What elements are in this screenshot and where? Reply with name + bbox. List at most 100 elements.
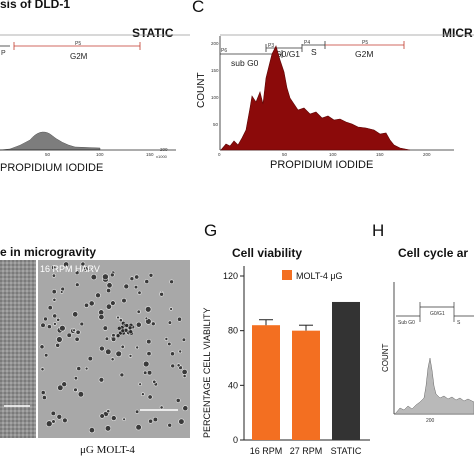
panel-g-y-tick-label: 40 xyxy=(228,380,238,390)
panel-c-x-tick-200: 200 xyxy=(423,152,431,157)
panel-h-gate-subg0-label: Sub G0 xyxy=(398,320,415,326)
panel-f-cell xyxy=(72,328,76,333)
panel-f-cell xyxy=(42,395,47,400)
panel-f-cell xyxy=(111,333,116,338)
panel-f-cell xyxy=(59,324,66,332)
panel-f-cell xyxy=(88,300,95,307)
panel-g-category-label: 16 RPM xyxy=(250,446,283,456)
panel-a-gate-p5-label: P5 xyxy=(75,41,81,47)
panel-f-cell xyxy=(43,316,48,322)
panel-f-cell-cluster xyxy=(124,323,129,328)
panel-g-bar-chart: PERCENTAGE CELL VIABILITY 0 40 80 120 16 RP… xyxy=(202,266,370,456)
panel-f-cell xyxy=(167,422,172,428)
panel-f-cell xyxy=(47,324,52,330)
panel-f-cell xyxy=(170,351,175,357)
panel-f-cell xyxy=(87,355,93,362)
panel-f-cell xyxy=(143,370,148,375)
panel-f-cell xyxy=(177,316,182,322)
panel-f-cell xyxy=(116,315,120,320)
panel-c-gate-g0g1-label: G0/G1 xyxy=(275,49,300,59)
panel-f-cell xyxy=(115,350,122,358)
panel-g-bars: 16 RPM 27 RPM STATIC xyxy=(250,301,362,456)
panel-f-cell xyxy=(45,420,53,427)
panel-g-legend-swatch xyxy=(282,270,292,280)
panel-f-cell xyxy=(135,321,142,328)
panel-f-cell xyxy=(79,321,85,327)
panel-f-cell xyxy=(75,329,81,335)
panel-g-y-axis-label: PERCENTAGE CELL VIABILITY xyxy=(202,307,212,438)
panel-f-cell xyxy=(52,297,57,302)
panel-c-y-axis-label: COUNT xyxy=(196,72,207,108)
panel-h-title: Cell cycle ar xyxy=(398,246,469,260)
panel-f-cell xyxy=(102,273,109,281)
panel-f-cell xyxy=(99,345,105,352)
panel-g-y-ticks: 0 40 80 120 xyxy=(223,271,244,445)
panel-f-cell-cluster xyxy=(128,329,133,334)
panel-f-cell xyxy=(44,353,49,358)
panel-f-cell xyxy=(159,291,164,297)
panel-f-cell xyxy=(146,338,152,345)
panel-f-cell xyxy=(55,342,61,348)
panel-f-cell xyxy=(77,391,84,398)
panel-f-cell xyxy=(102,325,108,331)
panel-f-cell xyxy=(178,418,185,425)
panel-h-gate-s-label: S xyxy=(457,320,461,326)
panel-a-x-axis-label: PROPIDIUM IODIDE xyxy=(0,162,103,174)
panel-h-histogram-area xyxy=(394,357,474,415)
panel-f-cell xyxy=(110,272,115,278)
panel-f-cell xyxy=(98,314,105,321)
panel-a-title: sis of DLD-1 xyxy=(0,0,71,11)
panel-f-right-image xyxy=(38,260,190,438)
panel-f-cell xyxy=(74,270,80,275)
panel-c-gate-p5-label: P5 xyxy=(362,40,368,46)
panel-g-bar xyxy=(292,330,320,440)
panel-f-cell xyxy=(52,313,58,319)
panel-f-cell xyxy=(148,273,154,278)
panel-f-cell xyxy=(135,409,140,414)
panel-a-x-tick-3: 150 xyxy=(146,152,154,157)
panel-f-cell xyxy=(133,285,139,290)
panel-f-cell xyxy=(99,413,105,419)
panel-f-cell xyxy=(128,354,133,358)
panel-f-cell xyxy=(51,265,57,271)
panel-g-title: Cell viability xyxy=(232,246,303,260)
panel-f-cell xyxy=(104,425,112,432)
panel-f-cell xyxy=(138,382,142,386)
panel-f-cell-cluster xyxy=(127,325,133,331)
panel-f-cell xyxy=(167,341,172,347)
panel-a-condition-label: STATIC xyxy=(132,26,174,40)
panel-a-x-unit: x1000 xyxy=(156,154,168,159)
panel-c-x-tick-150: 150 xyxy=(376,152,384,157)
panel-f-cell xyxy=(40,390,46,395)
panel-f-cell xyxy=(61,381,67,387)
panel-g-category-label: STATIC xyxy=(331,446,362,456)
panel-f-title: e in microgravity xyxy=(0,245,97,259)
panel-f-cell xyxy=(75,282,80,287)
panel-f-cell-cluster xyxy=(117,326,122,331)
panel-f-cell xyxy=(84,302,90,308)
panel-f-cell xyxy=(129,276,135,282)
panel-f-cell xyxy=(98,377,105,383)
panel-h-x-tick-200: 200 xyxy=(426,418,435,424)
panel-f-cell xyxy=(134,274,140,280)
panel-f-cell xyxy=(90,274,97,281)
panel-h-y-axis-label: COUNT xyxy=(381,343,390,372)
panel-a-x-tick-1: 50 xyxy=(45,152,51,157)
panel-f-cell xyxy=(141,392,145,396)
panel-f-cell xyxy=(56,414,63,420)
panel-f-cell xyxy=(95,292,101,299)
panel-f-cell xyxy=(57,384,64,391)
panel-f-cell xyxy=(152,416,158,423)
panel-f-cell xyxy=(40,322,46,328)
panel-f-cell xyxy=(53,322,57,326)
panel-f-cell xyxy=(148,418,153,424)
panel-f-cell xyxy=(50,410,56,416)
panel-f-cell xyxy=(104,336,109,341)
panel-c-gate-p3-label: P3 xyxy=(268,43,274,49)
panel-f-cell xyxy=(118,318,123,323)
panel-f-cell xyxy=(152,379,157,384)
panel-f-cell xyxy=(119,372,125,378)
panel-c-gate-p6-label: P6 xyxy=(221,48,227,54)
panel-h-histogram: COUNT Sub G0 G0/G1 S 200 xyxy=(381,282,474,424)
panel-f-cell xyxy=(110,300,116,306)
